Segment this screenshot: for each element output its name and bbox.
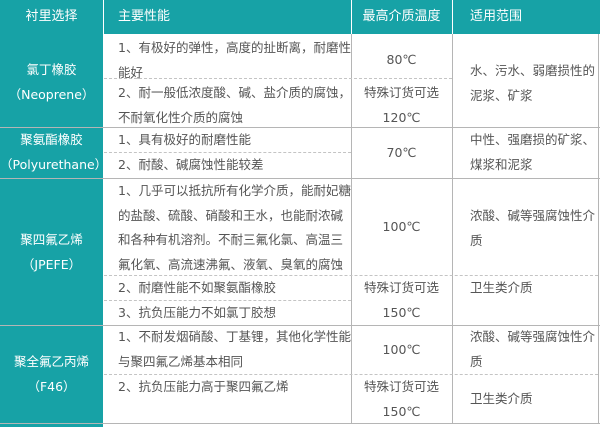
divider bbox=[351, 0, 352, 34]
row-divider bbox=[0, 325, 600, 326]
property-text: 1、有极好的弹性，高度的扯断离，耐磨性 能好 bbox=[118, 40, 351, 80]
divider bbox=[103, 0, 104, 34]
usage-text: 卫生类介质 bbox=[470, 280, 533, 295]
header-max-temp: 最高介质温度 bbox=[362, 9, 441, 24]
dashed-divider bbox=[104, 275, 598, 276]
lining-column-bg bbox=[0, 34, 103, 427]
temp-value: 70℃ bbox=[386, 145, 417, 160]
temp-value: 100℃ bbox=[382, 219, 421, 234]
usage-text: 浓酸、碱等强腐蚀性介质 bbox=[470, 329, 596, 369]
divider bbox=[351, 34, 352, 424]
header-usage: 适用范围 bbox=[470, 9, 523, 24]
dashed-divider bbox=[104, 374, 598, 375]
row-divider bbox=[0, 127, 600, 128]
property-text: 1、几乎可以抵抗所有化学介质，能耐妃糖 的盐酸、硫酸、硝酸和王水，也能耐浓碱 和各种… bbox=[118, 183, 351, 272]
usage-text: 浓酸、碱等强腐蚀性介质 bbox=[470, 208, 596, 248]
temp-value: 特殊订货可选 150℃ bbox=[363, 280, 439, 320]
lining-name: 氯丁橡胶 （Neoprene） bbox=[8, 62, 95, 102]
divider bbox=[452, 34, 453, 424]
property-text: 1、不耐发烟硝酸、丁基锂，其他化学性能 与聚四氟乙烯基本相同 bbox=[118, 329, 351, 369]
usage-text: 水、污水、弱磨损性的 泥浆、矿浆 bbox=[470, 63, 596, 103]
temp-value: 80℃ bbox=[386, 52, 417, 67]
dashed-divider bbox=[104, 78, 452, 79]
divider bbox=[598, 34, 599, 424]
temp-value: 特殊订货可选 150℃ bbox=[363, 379, 439, 419]
property-text: 2、耐一般低浓度酸、碱、盐介质的腐蚀， 不耐氧化性介质的腐蚀 bbox=[118, 85, 351, 125]
dashed-divider bbox=[104, 300, 351, 301]
property-text: 2、耐磨性能不如聚氨酯橡胶 bbox=[118, 280, 276, 295]
header-row bbox=[0, 0, 600, 34]
header-properties: 主要性能 bbox=[118, 9, 171, 24]
property-text: 2、耐酸、碱腐蚀性能较差 bbox=[118, 157, 264, 172]
temp-value: 100℃ bbox=[382, 342, 421, 357]
lining-name: 聚全氟乙丙烯 （F46） bbox=[13, 354, 89, 394]
usage-text: 卫生类介质 bbox=[470, 391, 533, 406]
property-text: 2、抗负压能力高于聚四氟乙烯 bbox=[118, 379, 289, 394]
divider bbox=[452, 0, 453, 34]
usage-text: 中性、强磨损的矿浆、 煤浆和泥浆 bbox=[470, 132, 596, 172]
lining-name: 聚四氟乙烯 （JPEFE） bbox=[20, 232, 83, 272]
lining-name: 聚氨酯橡胶 （Polyurethane） bbox=[0, 132, 108, 172]
row-divider bbox=[0, 423, 600, 424]
property-text: 1、具有极好的耐磨性能 bbox=[118, 132, 251, 147]
row-divider bbox=[0, 178, 600, 179]
temp-value: 特殊订货可选 120℃ bbox=[363, 85, 439, 125]
property-text: 3、抗负压能力不如氯丁胶想 bbox=[118, 305, 276, 320]
header-lining: 衬里选择 bbox=[25, 9, 78, 24]
dashed-divider bbox=[104, 152, 351, 153]
